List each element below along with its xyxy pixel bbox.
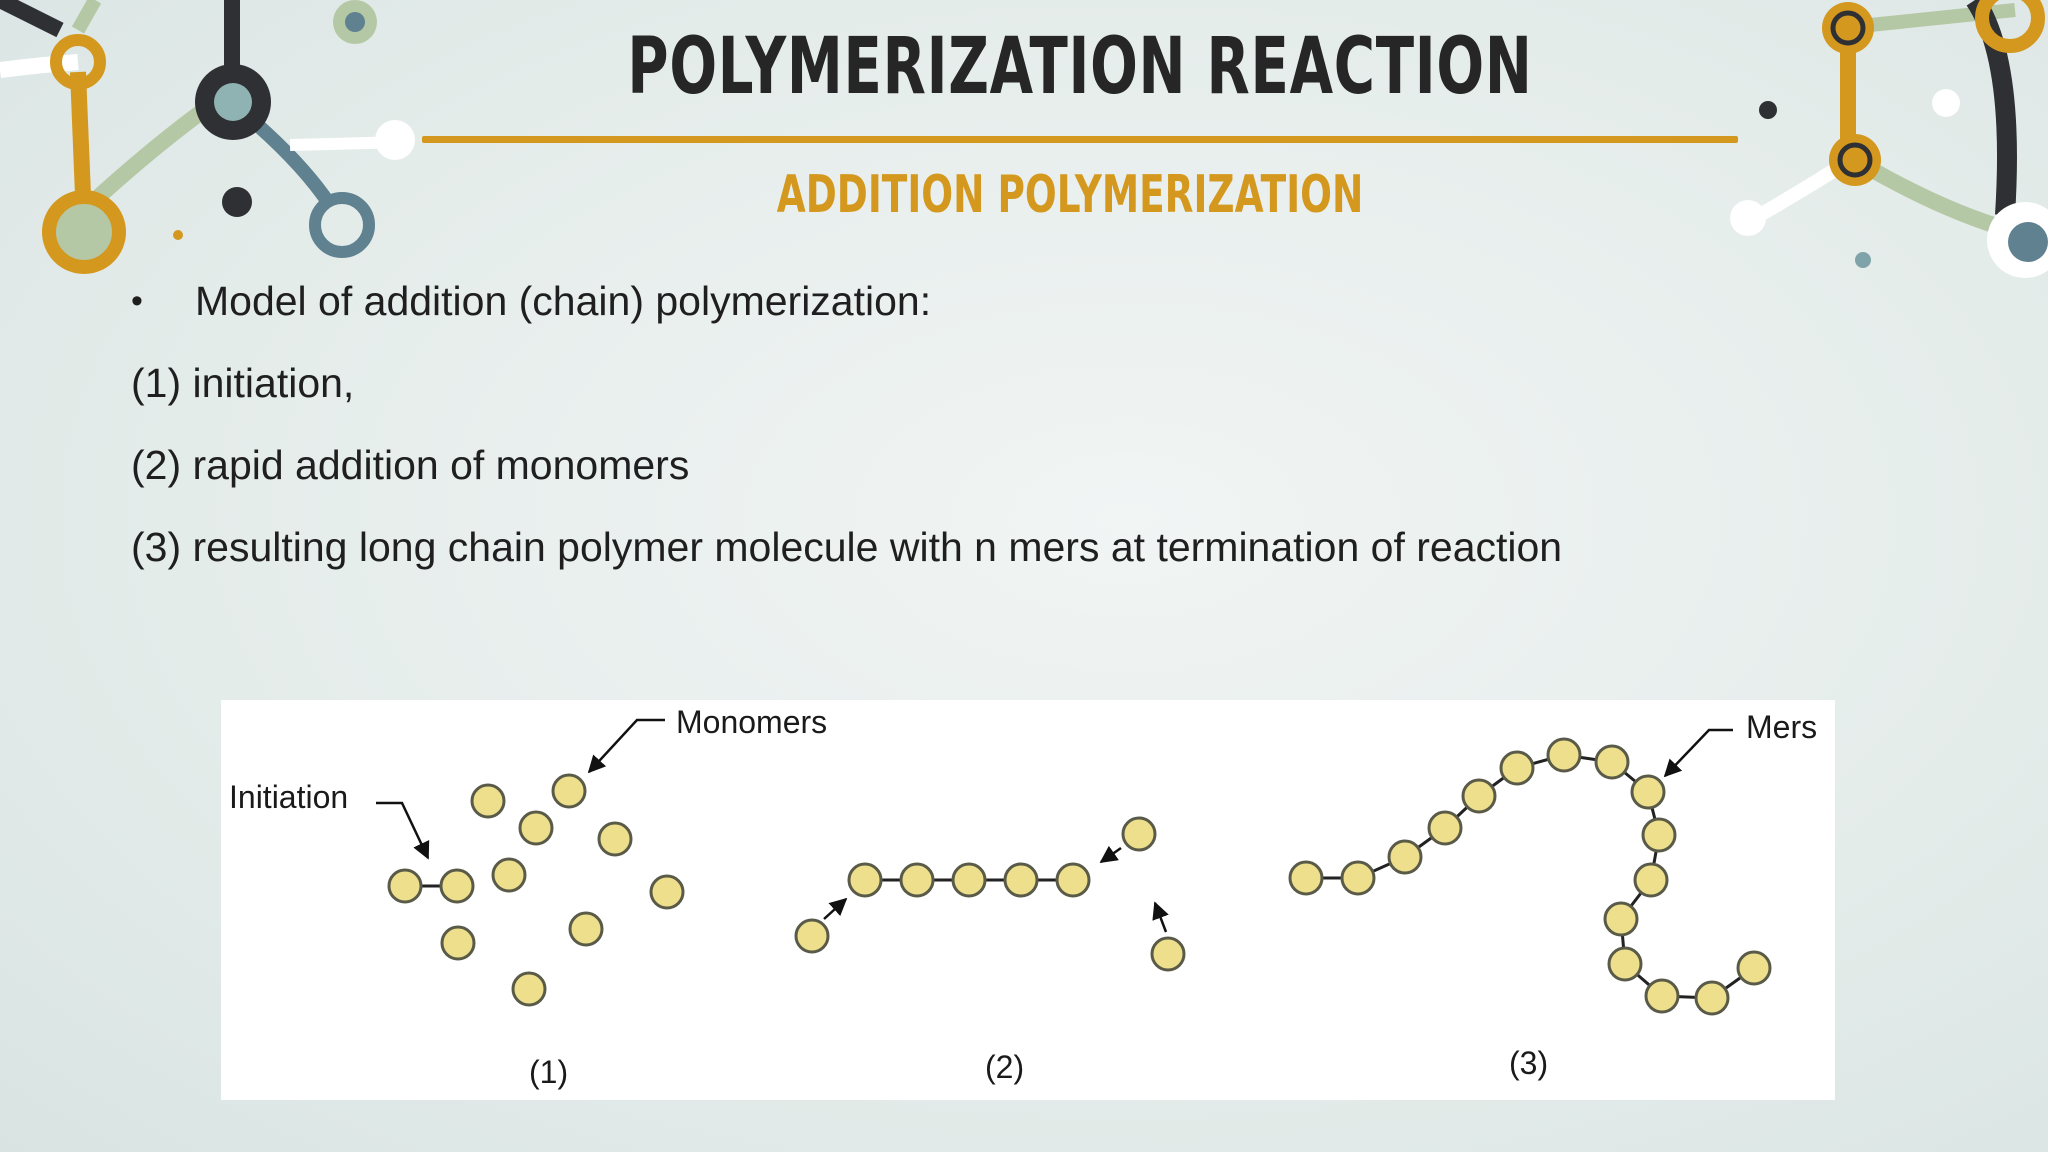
bead-layer bbox=[387, 737, 1772, 1016]
bullet-text: Model of addition (chain) polymerization… bbox=[195, 278, 932, 324]
polymer-chain-bead bbox=[1603, 901, 1639, 937]
polymer-chain-bead bbox=[1499, 750, 1535, 786]
monomers-arrow bbox=[587, 718, 665, 774]
right-molecule-cluster bbox=[1730, 0, 2048, 278]
panel-label-3: (3) bbox=[1509, 1045, 1548, 1081]
arrow-layer bbox=[376, 718, 1733, 933]
polymer-chain-bead bbox=[1644, 978, 1680, 1014]
free-monomer bbox=[440, 925, 476, 961]
polymerization-diagram-canvas: Initiation Monomers Mers (1) (2) (3) bbox=[229, 704, 1817, 1090]
polymer-chain-bead bbox=[1387, 839, 1423, 875]
addition-arrow bbox=[1099, 845, 1122, 864]
free-monomer bbox=[597, 821, 633, 857]
title-underline bbox=[422, 136, 1738, 143]
polymer-chain-bead bbox=[1288, 860, 1324, 896]
approaching-monomer bbox=[1121, 816, 1157, 852]
free-monomer bbox=[551, 773, 587, 809]
approaching-monomer bbox=[794, 918, 830, 954]
free-monomer bbox=[649, 874, 685, 910]
growing-chain-bead bbox=[951, 862, 987, 898]
step-line-1: (1) initiation, bbox=[131, 360, 355, 406]
free-monomer bbox=[491, 857, 527, 893]
free-monomer bbox=[518, 810, 554, 846]
polymer-chain-bead bbox=[1607, 946, 1643, 982]
polymer-chain-bead bbox=[1427, 810, 1463, 846]
step-line-3: (3) resulting long chain polymer molecul… bbox=[131, 524, 1563, 570]
growing-chain-bead bbox=[847, 862, 883, 898]
slide-title: POLYMERIZATION REACTION bbox=[627, 22, 1533, 112]
growing-chain-bead bbox=[1055, 862, 1091, 898]
initiation-arrow bbox=[376, 801, 430, 860]
left-molecule-cluster bbox=[0, 0, 415, 274]
polymer-chain-bead bbox=[1461, 778, 1497, 814]
free-monomer bbox=[511, 971, 547, 1007]
initiation-pair-bead bbox=[387, 868, 423, 904]
monomers-label: Monomers bbox=[676, 704, 827, 740]
slide-subtitle: ADDITION POLYMERIZATION bbox=[776, 165, 1364, 225]
addition-arrow bbox=[1152, 901, 1169, 933]
polymer-chain-bead bbox=[1633, 862, 1669, 898]
bullet-line: • Model of addition (chain) polymerizatio… bbox=[131, 270, 1881, 352]
mers-label: Mers bbox=[1746, 709, 1817, 745]
growing-chain-bead bbox=[899, 862, 935, 898]
polymer-chain-bead bbox=[1641, 817, 1677, 853]
initiation-label: Initiation bbox=[229, 779, 348, 815]
bullet-dot-icon: • bbox=[131, 282, 143, 320]
step-line-2: (2) rapid addition of monomers bbox=[131, 442, 690, 488]
slide-body: • Model of addition (chain) polymerizatio… bbox=[131, 270, 1881, 598]
polymerization-diagram: Initiation Monomers Mers (1) (2) (3) bbox=[221, 700, 1835, 1100]
free-monomer bbox=[568, 911, 604, 947]
panel-label-2: (2) bbox=[985, 1049, 1024, 1085]
panel-label-1: (1) bbox=[529, 1054, 568, 1090]
free-monomer bbox=[470, 783, 506, 819]
polymer-chain-bead bbox=[1594, 744, 1630, 780]
polymer-chain-bead bbox=[1340, 860, 1376, 896]
polymer-chain-bead bbox=[1736, 950, 1772, 986]
growing-chain-bead bbox=[1003, 862, 1039, 898]
mers-arrow bbox=[1663, 728, 1733, 778]
initiation-pair-bead bbox=[439, 868, 475, 904]
polymer-chain-bead bbox=[1694, 980, 1730, 1016]
approaching-monomer bbox=[1150, 936, 1186, 972]
addition-arrow bbox=[823, 897, 848, 920]
polymer-chain-bead bbox=[1546, 737, 1582, 773]
polymer-chain-bead bbox=[1630, 774, 1666, 810]
